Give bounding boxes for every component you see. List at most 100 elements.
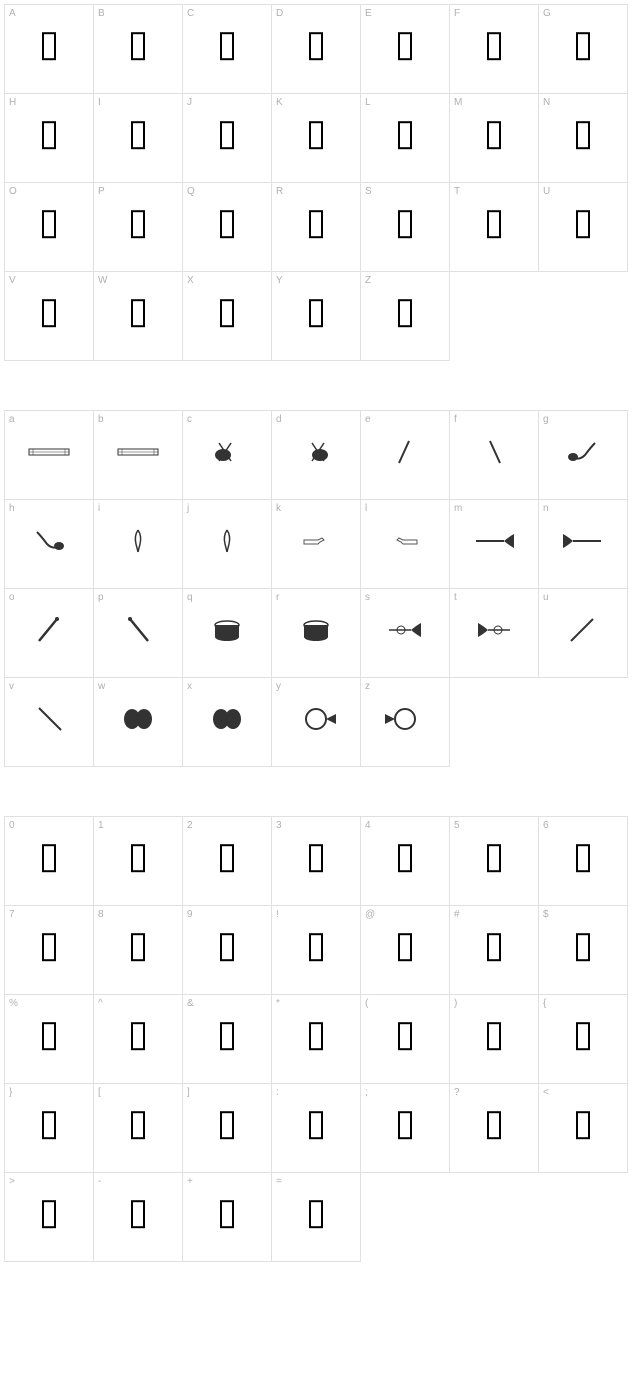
char-cell[interactable]: Q (182, 182, 272, 272)
char-cell[interactable]: 4 (360, 816, 450, 906)
char-cell[interactable]: l (360, 499, 450, 589)
char-label: J (187, 97, 192, 108)
char-cell[interactable]: 6 (538, 816, 628, 906)
char-cell[interactable]: d (271, 410, 361, 500)
placeholder-glyph-icon (487, 32, 501, 60)
char-cell[interactable]: v (4, 677, 94, 767)
char-cell[interactable]: X (182, 271, 272, 361)
char-cell[interactable]: a (4, 410, 94, 500)
char-cell[interactable]: c (182, 410, 272, 500)
char-cell[interactable]: e (360, 410, 450, 500)
char-cell[interactable]: # (449, 905, 539, 995)
char-cell[interactable]: V (4, 271, 94, 361)
placeholder-glyph-icon (220, 1022, 234, 1050)
char-cell[interactable]: 8 (93, 905, 183, 995)
char-cell[interactable]: = (271, 1172, 361, 1262)
char-cell[interactable]: Y (271, 271, 361, 361)
char-cell[interactable]: B (93, 4, 183, 94)
char-cell[interactable]: M (449, 93, 539, 183)
char-cell[interactable]: $ (538, 905, 628, 995)
char-cell[interactable]: R (271, 182, 361, 272)
char-cell[interactable]: F (449, 4, 539, 94)
char-cell[interactable]: * (271, 994, 361, 1084)
char-cell[interactable]: ) (449, 994, 539, 1084)
empty-glyph-rect (487, 1022, 501, 1050)
placeholder-glyph-icon (42, 844, 56, 872)
char-cell[interactable]: U (538, 182, 628, 272)
char-cell[interactable]: k (271, 499, 361, 589)
char-cell[interactable]: i (93, 499, 183, 589)
char-cell[interactable]: y (271, 677, 361, 767)
char-label: 6 (543, 820, 549, 831)
char-cell[interactable]: & (182, 994, 272, 1084)
char-cell[interactable]: O (4, 182, 94, 272)
char-cell[interactable]: % (4, 994, 94, 1084)
char-cell[interactable]: G (538, 4, 628, 94)
empty-glyph-rect (398, 844, 412, 872)
char-cell[interactable]: { (538, 994, 628, 1084)
char-cell[interactable]: > (4, 1172, 94, 1262)
char-cell[interactable]: g (538, 410, 628, 500)
char-cell[interactable]: o (4, 588, 94, 678)
char-cell[interactable]: A (4, 4, 94, 94)
char-cell[interactable]: D (271, 4, 361, 94)
char-cell[interactable]: 1 (93, 816, 183, 906)
char-label: m (454, 503, 462, 514)
empty-glyph-rect (576, 933, 590, 961)
char-cell[interactable]: s (360, 588, 450, 678)
empty-glyph-rect (220, 299, 234, 327)
char-cell[interactable]: ? (449, 1083, 539, 1173)
char-cell[interactable]: x (182, 677, 272, 767)
char-cell[interactable]: 3 (271, 816, 361, 906)
char-cell[interactable]: < (538, 1083, 628, 1173)
char-cell[interactable]: C (182, 4, 272, 94)
empty-glyph-rect (309, 1022, 323, 1050)
char-cell[interactable]: I (93, 93, 183, 183)
char-cell[interactable]: m (449, 499, 539, 589)
char-cell[interactable]: S (360, 182, 450, 272)
char-cell[interactable]: N (538, 93, 628, 183)
char-cell[interactable]: ; (360, 1083, 450, 1173)
char-cell[interactable]: L (360, 93, 450, 183)
char-cell[interactable]: w (93, 677, 183, 767)
char-cell[interactable]: + (182, 1172, 272, 1262)
char-cell[interactable]: 7 (4, 905, 94, 995)
char-cell[interactable]: P (93, 182, 183, 272)
char-cell[interactable]: [ (93, 1083, 183, 1173)
char-cell[interactable]: E (360, 4, 450, 94)
char-cell[interactable]: 0 (4, 816, 94, 906)
char-cell[interactable]: 9 (182, 905, 272, 995)
char-cell[interactable]: : (271, 1083, 361, 1173)
char-cell[interactable]: } (4, 1083, 94, 1173)
char-cell[interactable]: p (93, 588, 183, 678)
char-cell[interactable]: ! (271, 905, 361, 995)
char-cell[interactable]: u (538, 588, 628, 678)
char-cell[interactable]: @ (360, 905, 450, 995)
charmap-row: AB CDEFG (4, 4, 634, 93)
char-cell[interactable]: 5 (449, 816, 539, 906)
char-cell[interactable]: J (182, 93, 272, 183)
char-cell[interactable]: f (449, 410, 539, 500)
char-label: B (98, 8, 105, 19)
char-cell[interactable]: q (182, 588, 272, 678)
char-cell[interactable]: j (182, 499, 272, 589)
char-cell[interactable]: h (4, 499, 94, 589)
char-cell[interactable]: 2 (182, 816, 272, 906)
char-cell[interactable]: T (449, 182, 539, 272)
stick-1-icon (379, 437, 431, 467)
char-cell[interactable]: K (271, 93, 361, 183)
glyph-svg (379, 437, 431, 467)
char-cell[interactable]: r (271, 588, 361, 678)
char-cell[interactable]: ] (182, 1083, 272, 1173)
char-cell[interactable]: Z (360, 271, 450, 361)
char-cell[interactable]: t (449, 588, 539, 678)
char-cell[interactable]: H (4, 93, 94, 183)
char-cell[interactable]: - (93, 1172, 183, 1262)
char-cell[interactable]: ^ (93, 994, 183, 1084)
char-cell[interactable]: b (93, 410, 183, 500)
char-cell[interactable]: n (538, 499, 628, 589)
char-cell[interactable]: W (93, 271, 183, 361)
char-cell[interactable]: z (360, 677, 450, 767)
char-label: s (365, 592, 370, 603)
char-cell[interactable]: ( (360, 994, 450, 1084)
